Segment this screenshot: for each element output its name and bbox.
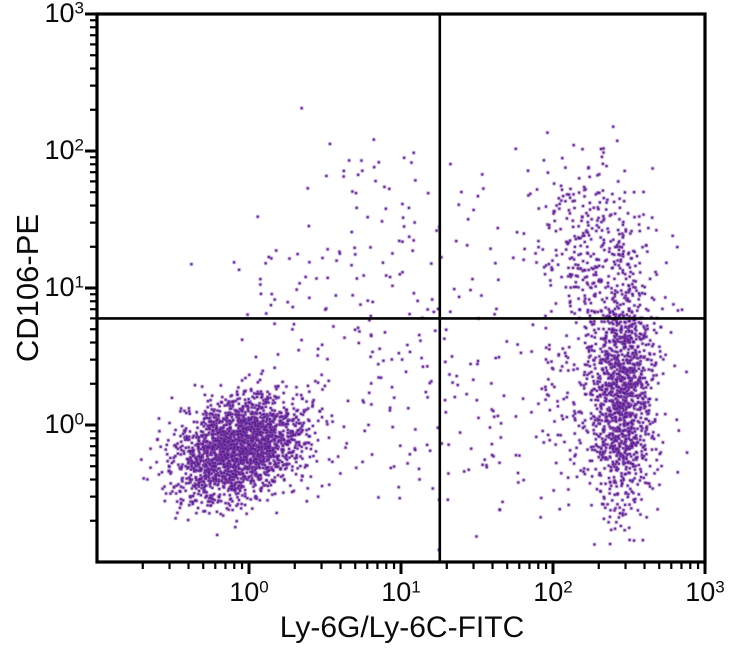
- x-tick-label-10e2: 102: [533, 577, 573, 607]
- x-tick-label-10e1: 101: [381, 577, 421, 607]
- quadrant-gate-lines: [97, 14, 705, 562]
- y-tick-label-10e1: 101: [44, 272, 84, 302]
- y-tick-label-10e3: 103: [44, 0, 84, 28]
- y-tick-label-10e0: 100: [44, 409, 84, 439]
- x-tick-label-10e3: 103: [685, 577, 725, 607]
- plot-border: [95, 12, 707, 564]
- x-axis-ticks: [141, 562, 707, 574]
- y-axis-ticks: [85, 12, 97, 522]
- x-tick-label-10e0: 100: [229, 577, 269, 607]
- y-tick-label-10e2: 102: [44, 135, 84, 165]
- x-axis-title: Ly-6G/Ly-6C-FITC: [279, 611, 525, 644]
- y-axis-title: CD106-PE: [10, 213, 45, 363]
